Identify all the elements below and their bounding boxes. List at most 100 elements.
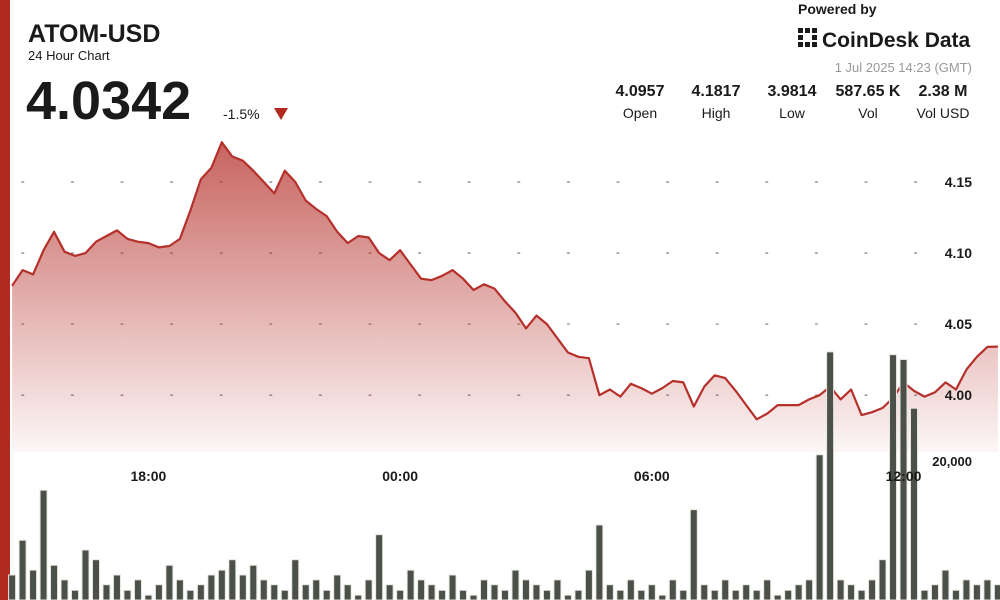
volume-bar — [249, 564, 258, 600]
stat-value: 3.9814 — [768, 83, 817, 100]
volume-bar — [427, 584, 436, 600]
volume-bar — [805, 579, 814, 600]
volume-bar — [333, 574, 342, 600]
volume-bar — [459, 589, 468, 600]
volume-bar — [154, 584, 163, 600]
down-arrow — [274, 108, 288, 120]
volume-bar — [920, 589, 929, 600]
volume-bar — [868, 579, 877, 600]
volume-bar — [616, 589, 625, 600]
stat-label: Low — [779, 105, 806, 121]
volume-bar — [847, 584, 856, 600]
volume-bar — [930, 584, 939, 600]
title: ATOM-USD — [28, 20, 160, 48]
volume-bar — [144, 594, 153, 600]
volume-bar — [196, 584, 205, 600]
volume-bar — [186, 589, 195, 600]
volume-bar — [217, 569, 226, 600]
volume-bar — [50, 564, 59, 600]
y2-tick-label: 20,000 — [932, 454, 972, 469]
volume-bar — [563, 594, 572, 600]
volume-bar — [175, 579, 184, 600]
volume-bar — [731, 589, 740, 600]
volume-bar — [438, 589, 447, 600]
x-tick-label: 00:00 — [382, 468, 418, 484]
volume-bar — [983, 579, 992, 600]
brand: CoinDesk Data — [822, 29, 971, 52]
volume-bar — [784, 589, 793, 600]
powered-by: Powered by — [798, 1, 877, 17]
volume-bar — [553, 579, 562, 600]
volume-bar — [238, 574, 247, 600]
volume-bar — [133, 579, 142, 600]
volume-bar — [60, 579, 69, 600]
volume-bar — [354, 594, 363, 600]
volume-bar — [123, 589, 132, 600]
volume-bar — [469, 594, 478, 600]
volume-bar — [259, 579, 268, 600]
volume-bar — [322, 589, 331, 600]
volume-bar — [521, 579, 530, 600]
volume-bar — [480, 579, 489, 600]
price-area — [12, 142, 998, 453]
stat-value: 2.38 M — [919, 83, 968, 100]
volume-bar — [364, 579, 373, 600]
volume-bar — [679, 589, 688, 600]
volume-bar — [658, 594, 667, 600]
volume-bar — [165, 564, 174, 600]
volume-bar — [91, 559, 100, 600]
volume-bar — [71, 589, 80, 600]
stat-label: High — [702, 105, 731, 121]
y-tick-label: 4.05 — [945, 316, 972, 332]
x-tick-label: 06:00 — [634, 468, 670, 484]
subtitle: 24 Hour Chart — [28, 48, 110, 63]
volume-bar — [270, 584, 279, 600]
volume-bar — [228, 559, 237, 600]
y-tick-label: 4.10 — [945, 245, 972, 261]
volume-bar — [312, 579, 321, 600]
volume-bar — [406, 569, 415, 600]
logo — [798, 28, 817, 47]
volume-bar — [574, 589, 583, 600]
volume-bar — [637, 589, 646, 600]
stat-label: Vol USD — [917, 105, 970, 121]
volume-bar — [962, 579, 971, 600]
volume-bar — [532, 584, 541, 600]
volume-bar — [102, 584, 111, 600]
volume-bar — [972, 584, 981, 600]
volume-bar — [595, 524, 604, 600]
volume-bar — [511, 569, 520, 600]
volume-bar — [668, 579, 677, 600]
volume-bar — [385, 584, 394, 600]
volume-bar — [899, 359, 908, 600]
volume-bar — [280, 589, 289, 600]
x-tick-label: 12:00 — [886, 468, 922, 484]
volume-bar — [207, 574, 216, 600]
y-tick-label: 4.15 — [945, 174, 972, 190]
volume-bar — [417, 579, 426, 600]
volume-bar — [81, 549, 90, 600]
volume-bar — [700, 584, 709, 600]
volume-bar — [857, 589, 866, 600]
volume-bar — [941, 569, 950, 600]
volume-bar — [752, 589, 761, 600]
volume-bar — [18, 539, 27, 600]
volume-bar — [291, 559, 300, 600]
volume-bar — [112, 574, 121, 600]
volume-bar — [396, 589, 405, 600]
volume-bar — [39, 489, 48, 600]
volume-bar — [878, 559, 887, 600]
stat-value: 4.1817 — [692, 83, 741, 100]
volume-bar — [584, 569, 593, 600]
plot — [8, 141, 1000, 600]
volume-bar — [910, 407, 919, 600]
volume-bar — [951, 589, 960, 600]
volume-bar — [647, 584, 656, 600]
volume-bar — [763, 579, 772, 600]
volume-bar — [889, 354, 898, 600]
volume-bar — [794, 584, 803, 600]
volume-bar — [721, 579, 730, 600]
volume-bar — [542, 589, 551, 600]
volume-bar — [710, 589, 719, 600]
volume-bar — [501, 589, 509, 600]
